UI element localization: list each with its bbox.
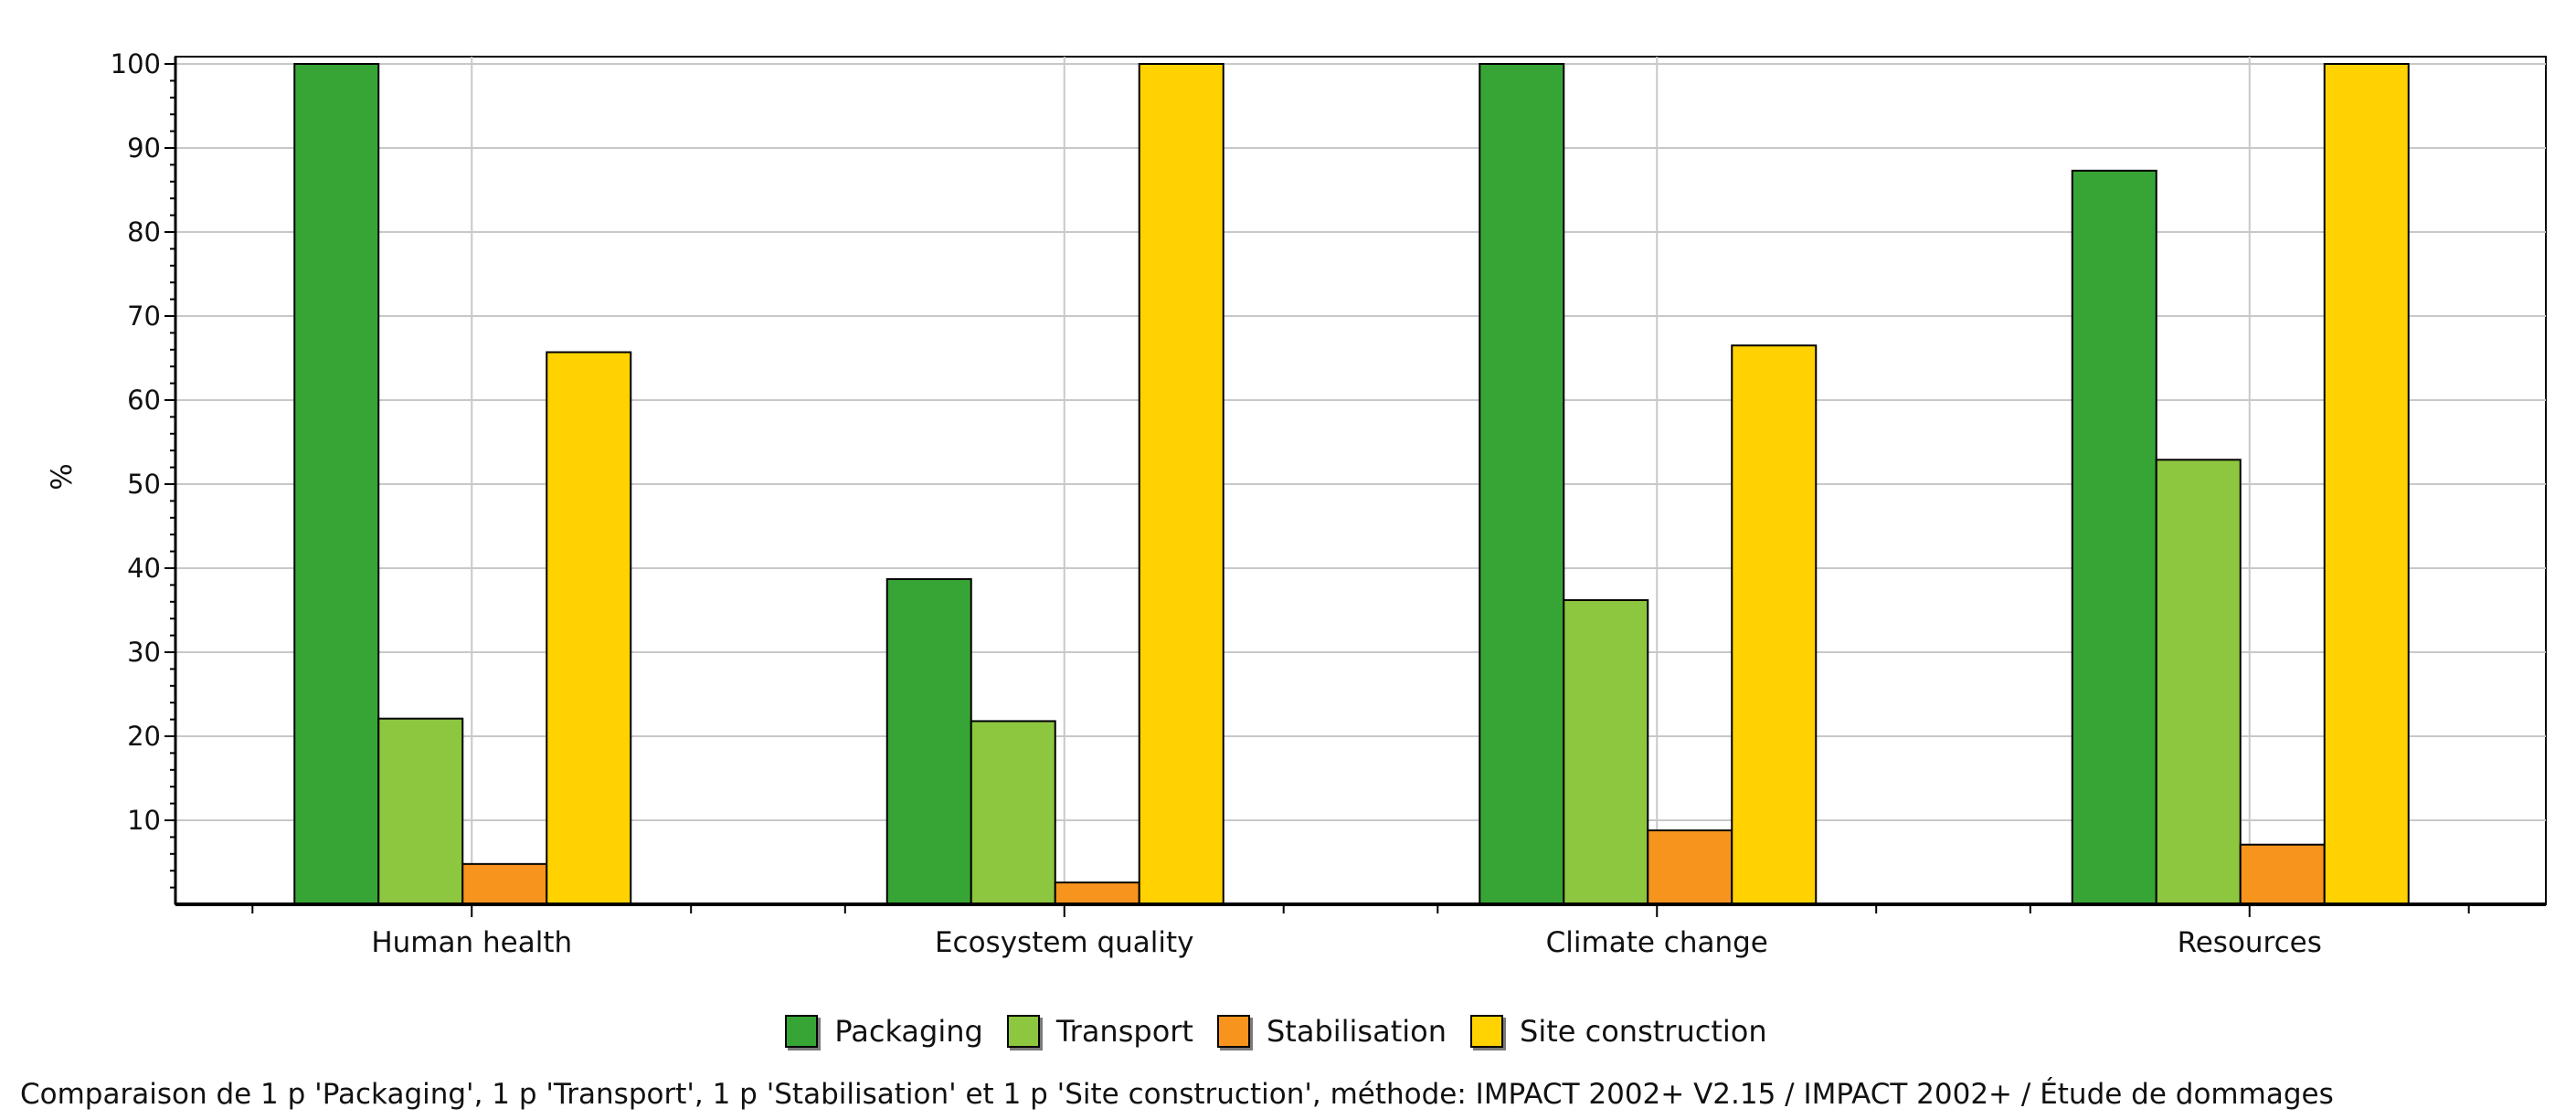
legend-swatch	[1470, 1015, 1503, 1048]
x-category-label: Ecosystem quality	[935, 926, 1194, 959]
y-tick-label: 60	[127, 385, 161, 416]
bar-packaging	[2071, 169, 2157, 905]
bar-packaging	[885, 577, 972, 906]
bar-transport	[377, 717, 464, 905]
legend-items: Packaging Transport Stabilisation Site cons…	[785, 1014, 1790, 1049]
bar-site-construction	[546, 351, 632, 905]
bar-packaging	[293, 63, 380, 905]
legend-swatch	[1006, 1015, 1040, 1048]
legend-item: Site construction	[1470, 1014, 1767, 1049]
bar-chart: 10 20 30 40 50 60 70 80 90 100 Human health Ecosyst…	[46, 48, 2547, 959]
legend-label: Packaging	[834, 1014, 983, 1049]
y-tick-label: 80	[127, 216, 161, 248]
x-category-label: Human health	[371, 926, 572, 959]
bar-stabilisation	[2239, 843, 2326, 905]
legend-swatch	[1216, 1015, 1250, 1048]
legend-item: Transport	[1006, 1014, 1193, 1049]
y-tick-label: 10	[127, 805, 161, 836]
legend-item: Stabilisation	[1216, 1014, 1447, 1049]
bar-transport	[2155, 459, 2242, 905]
y-tick-label: 70	[127, 301, 161, 332]
legend-swatch	[785, 1015, 819, 1048]
y-tick-label: 30	[127, 637, 161, 668]
bar-stabilisation	[1647, 829, 1733, 905]
bar-site-construction	[1731, 344, 1818, 905]
y-tick-label: 40	[127, 553, 161, 584]
y-axis-title: %	[46, 463, 79, 490]
x-category-label: Resources	[2178, 926, 2322, 959]
bar-transport	[970, 720, 1056, 905]
legend-item: Packaging	[785, 1014, 983, 1049]
legend-label: Transport	[1055, 1014, 1193, 1049]
y-tick-label: 50	[127, 469, 161, 500]
legend-label: Stabilisation	[1266, 1014, 1447, 1049]
y-tick-label: 100	[111, 48, 161, 79]
bar-site-construction	[1138, 63, 1224, 905]
y-tick-label: 90	[127, 132, 161, 164]
bar-site-construction	[2323, 63, 2410, 905]
bar-transport	[1563, 598, 1649, 906]
chart-caption: Comparaison de 1 p 'Packaging', 1 p 'Tra…	[20, 1078, 2334, 1111]
bar-stabilisation	[461, 862, 548, 906]
legend-label: Site construction	[1520, 1014, 1767, 1049]
y-tick-label: 20	[127, 721, 161, 752]
bar-packaging	[1479, 63, 1565, 905]
x-category-label: Climate change	[1546, 926, 1768, 959]
legend: Packaging Transport Stabilisation Site cons…	[0, 1014, 2576, 1049]
bar-stabilisation	[1054, 881, 1140, 906]
